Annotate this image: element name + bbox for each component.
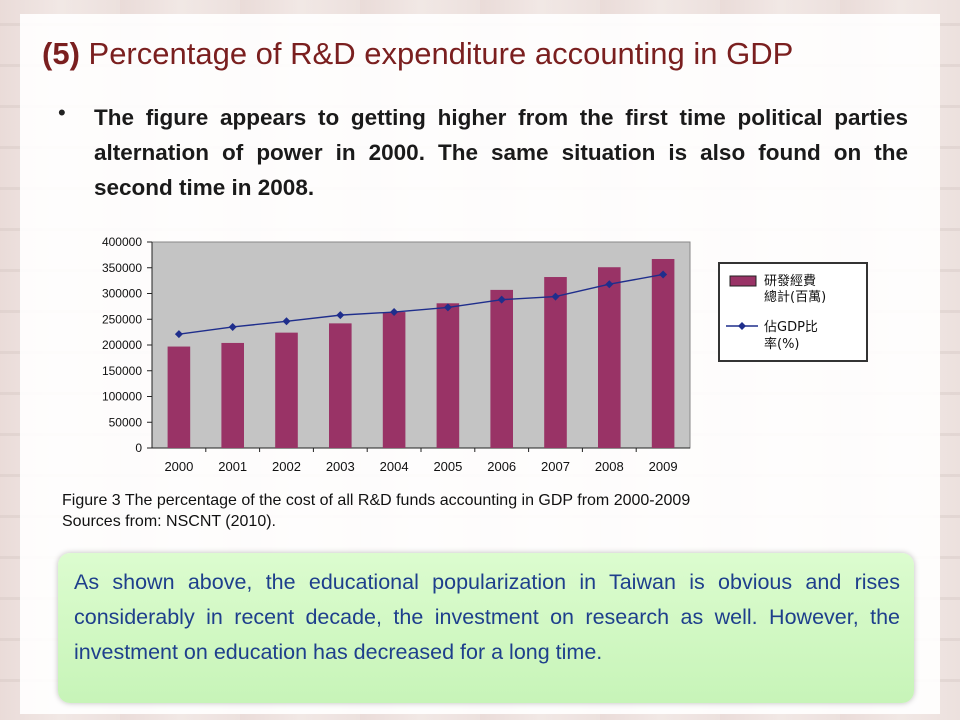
- x-tick-label: 2001: [218, 459, 247, 474]
- bar: [598, 267, 621, 448]
- line-point: [390, 308, 399, 317]
- x-tick-label: 2002: [272, 459, 301, 474]
- x-tick-label: 2005: [433, 459, 462, 474]
- line-point: [443, 303, 452, 312]
- y-tick-label: 300000: [102, 287, 142, 301]
- line-point: [336, 311, 345, 320]
- summary-note: As shown above, the educational populari…: [58, 553, 914, 703]
- y-tick-label: 0: [135, 441, 142, 455]
- y-tick-label: 150000: [102, 364, 142, 378]
- y-tick-label: 200000: [102, 338, 142, 352]
- legend-bar-label-1: 研發經費: [764, 274, 816, 289]
- chart-legend: 研發經費 總計(百萬) 佔GDP比 率(%): [718, 262, 868, 362]
- series-line: [178, 273, 664, 335]
- legend-line-label-1: 佔GDP比: [764, 320, 818, 335]
- bar: [329, 323, 352, 448]
- chart-svg: 400000 350000 300000 250000 200000 150000 1000…: [102, 235, 691, 474]
- legend-svg: 研發經費 總計(百萬) 佔GDP比 率(%): [726, 274, 826, 352]
- bullet-dot-icon: •: [58, 100, 66, 125]
- bar: [382, 312, 406, 448]
- line-point: [659, 270, 668, 279]
- legend-line-label-2: 率(%): [764, 336, 800, 352]
- y-tick-label: 350000: [102, 261, 142, 275]
- bar: [221, 342, 244, 448]
- legend-bar-label-2: 總計(百萬): [764, 289, 826, 305]
- bar: [167, 346, 191, 448]
- line-point: [605, 280, 614, 289]
- x-tick-label: 2008: [595, 459, 624, 474]
- summary-note-text: As shown above, the educational populari…: [74, 570, 900, 664]
- y-tick-label: 250000: [102, 312, 142, 326]
- bullet-item: • The figure appears to getting higher f…: [58, 100, 908, 205]
- x-tick-label: 2009: [649, 459, 678, 474]
- figure-caption: Figure 3 The percentage of the cost of a…: [62, 490, 922, 532]
- title-number: (5): [42, 36, 80, 71]
- caption-line-1: Figure 3 The percentage of the cost of a…: [62, 492, 691, 509]
- bar: [436, 303, 460, 448]
- line-point: [497, 295, 506, 304]
- bar: [275, 332, 298, 448]
- x-tick-label: 2003: [326, 459, 355, 474]
- x-tick-label: 2006: [487, 459, 516, 474]
- caption-line-2: Sources from: NSCNT (2010).: [62, 513, 276, 530]
- y-tick-label: 50000: [109, 415, 143, 429]
- line-point: [551, 292, 560, 301]
- line-point: [282, 317, 291, 326]
- x-tick-label: 2007: [541, 459, 570, 474]
- bar: [490, 289, 513, 448]
- legend-bar-swatch: [729, 275, 757, 287]
- bar: [544, 277, 567, 448]
- line-point: [228, 322, 237, 331]
- y-tick-label: 100000: [102, 390, 142, 404]
- x-tick-label: 2004: [380, 459, 409, 474]
- bar: [651, 258, 675, 448]
- y-tick-label: 400000: [102, 235, 142, 249]
- title-text: Percentage of R&D expenditure accounting…: [88, 36, 794, 71]
- line-point: [174, 330, 183, 339]
- x-tick-label: 2000: [164, 459, 193, 474]
- legend-line-marker: [738, 322, 746, 330]
- rd-chart: 400000 350000 300000 250000 200000 150000 1000…: [76, 226, 696, 478]
- bullet-text: The figure appears to getting higher fro…: [94, 105, 908, 200]
- slide-title: (5) Percentage of R&D expenditure accoun…: [42, 36, 922, 72]
